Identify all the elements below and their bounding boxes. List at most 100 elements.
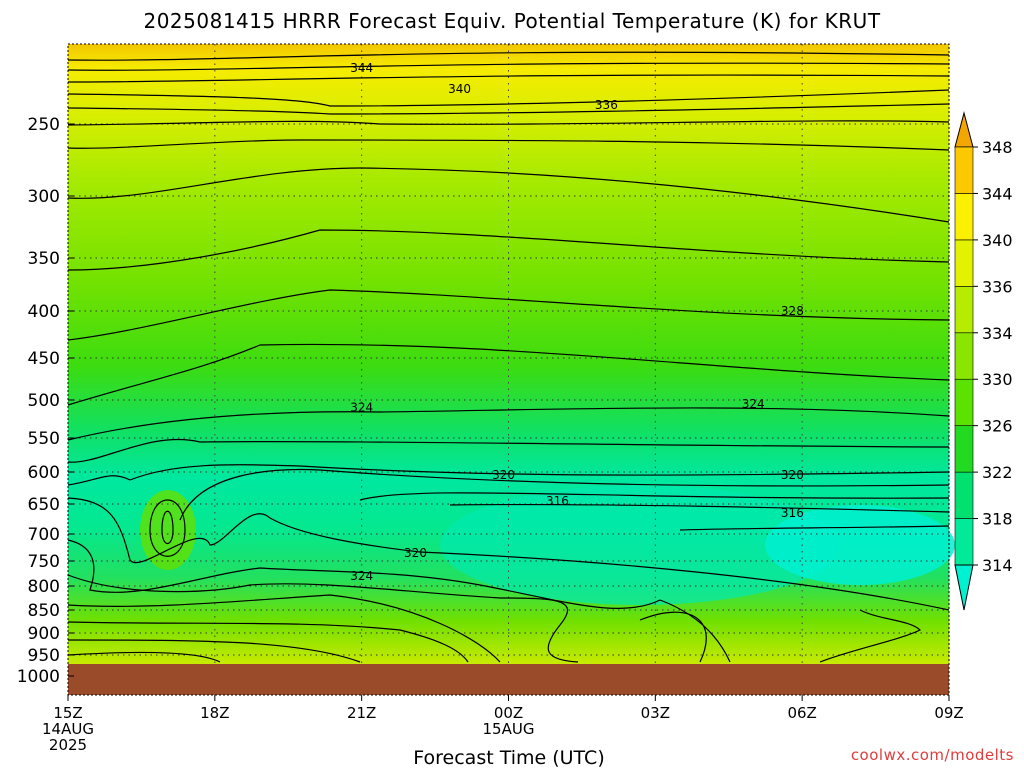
plot-area: 344 340 336 328 324 324 320 320 316 316 320 324 — [67, 43, 955, 696]
y-tick-label: 600 — [28, 463, 60, 483]
colorbar-segment — [954, 332, 974, 380]
y-tick-label: 500 — [28, 391, 60, 411]
contour-line — [67, 74, 950, 83]
contour-line — [67, 62, 950, 71]
contour-line — [67, 539, 731, 663]
contour-label: 324 — [350, 569, 373, 583]
contour-label: 316 — [546, 494, 569, 508]
contour-line — [67, 51, 950, 61]
x-tick-label: 18Z — [200, 704, 229, 722]
colorbar-tick-label: 322 — [982, 463, 1013, 482]
x-tick-label: 15Z — [53, 704, 82, 722]
contour-line — [67, 289, 950, 341]
colorbar-tick-label: 330 — [982, 370, 1013, 389]
contour-line — [67, 639, 361, 663]
colorbar-tick-label: 336 — [982, 277, 1013, 296]
y-tick-label: 550 — [28, 429, 60, 449]
x-tick-label: 06Z — [787, 704, 816, 722]
colorbar-tick-label: 344 — [982, 184, 1013, 203]
colorbar-segment — [954, 193, 974, 241]
contour-label: 320 — [781, 468, 804, 482]
credit-text: coolwx.com/modelts — [851, 746, 1014, 764]
contour-line — [149, 499, 186, 557]
contour-line — [67, 464, 950, 486]
y-tick-label: 250 — [28, 115, 60, 135]
contour-line — [67, 574, 579, 663]
colorbar-tick-label: 326 — [982, 417, 1013, 436]
x-tick-label: 03Z — [641, 704, 670, 722]
contour-line — [67, 229, 950, 271]
contour-label: 324 — [742, 397, 765, 411]
colorbar-extend-max — [954, 111, 974, 148]
y-tick-label: 1000 — [17, 667, 60, 687]
contour-line — [67, 343, 950, 406]
contour-line — [179, 468, 950, 521]
x-tick-sublabel: 15AUG — [483, 720, 535, 738]
colorbar-segment — [954, 286, 974, 334]
contour-line — [67, 89, 950, 107]
contour-label: 344 — [350, 61, 373, 75]
y-tick-label: 650 — [28, 495, 60, 515]
contour-line — [67, 497, 950, 611]
y-tick-label: 700 — [28, 525, 60, 545]
colorbar-segment — [954, 378, 974, 426]
x-tick-sublabel: 2025 — [49, 736, 87, 754]
contour-line — [67, 120, 950, 126]
colorbar-extend-min — [954, 564, 974, 611]
colorbar-segment — [954, 146, 974, 194]
theta-e-cell — [140, 490, 196, 570]
x-tick-label: 21Z — [347, 704, 376, 722]
contour-line — [67, 438, 950, 463]
colorbar-segment — [954, 425, 974, 473]
colorbar-segment — [954, 239, 974, 287]
y-tick-label: 400 — [28, 302, 60, 322]
contour-label: 336 — [595, 98, 618, 112]
ground-below-surface — [68, 664, 949, 695]
y-tick-label: 350 — [28, 249, 60, 269]
theta-e-min-pocket — [765, 505, 955, 585]
contour-line — [67, 651, 221, 663]
contour-line — [679, 525, 950, 531]
contour-label: 316 — [781, 506, 804, 520]
contour-line — [67, 103, 950, 115]
x-tick-sublabel: 14AUG — [42, 720, 94, 738]
colorbar-tick-label: 348 — [982, 138, 1013, 157]
contour-line — [67, 594, 501, 663]
x-tick-label: 00Z — [494, 704, 523, 722]
contour-line — [67, 407, 950, 441]
colorbar-segment — [954, 518, 974, 566]
y-tick-label: 950 — [28, 646, 60, 666]
y-tick-label: 900 — [28, 624, 60, 644]
contour-line — [161, 510, 174, 545]
colorbar-segment — [954, 471, 974, 519]
y-tick-label: 800 — [28, 577, 60, 597]
contour-line — [449, 503, 950, 513]
colorbar-tick-label: 340 — [982, 231, 1013, 250]
x-tick-label: 09Z — [934, 704, 963, 722]
chart-title: 2025081415 HRRR Forecast Equiv. Potentia… — [143, 9, 880, 33]
contour-line — [67, 167, 950, 223]
contour-label: 340 — [448, 82, 471, 96]
contour-line — [67, 139, 950, 151]
contour-labels: 344 340 336 328 324 324 320 320 316 316 320 324 — [350, 61, 804, 583]
contour-label: 324 — [350, 401, 373, 415]
contour-label: 320 — [404, 546, 427, 560]
theta-e-low-pocket — [440, 485, 840, 605]
contour-lines — [67, 51, 950, 663]
colorbar-tick-label: 314 — [982, 556, 1013, 575]
colorbar-tick-label: 334 — [982, 324, 1013, 343]
y-tick-label: 300 — [28, 187, 60, 207]
colorbar-tick-label: 318 — [982, 510, 1013, 529]
y-axis-tick-labels: 250 300 350 400 450 500 550 600 650 700 750 800 850 9… — [17, 115, 74, 687]
x-axis-label: Forecast Time (UTC) — [413, 747, 604, 768]
contour-line — [359, 492, 950, 501]
contour-line — [67, 621, 469, 663]
y-tick-label: 750 — [28, 552, 60, 572]
contour-line — [819, 609, 922, 663]
contour-line — [639, 611, 707, 663]
y-tick-label: 850 — [28, 601, 60, 621]
contour-label: 328 — [781, 304, 804, 318]
y-tick-label: 450 — [28, 349, 60, 369]
contour-label: 320 — [492, 468, 515, 482]
